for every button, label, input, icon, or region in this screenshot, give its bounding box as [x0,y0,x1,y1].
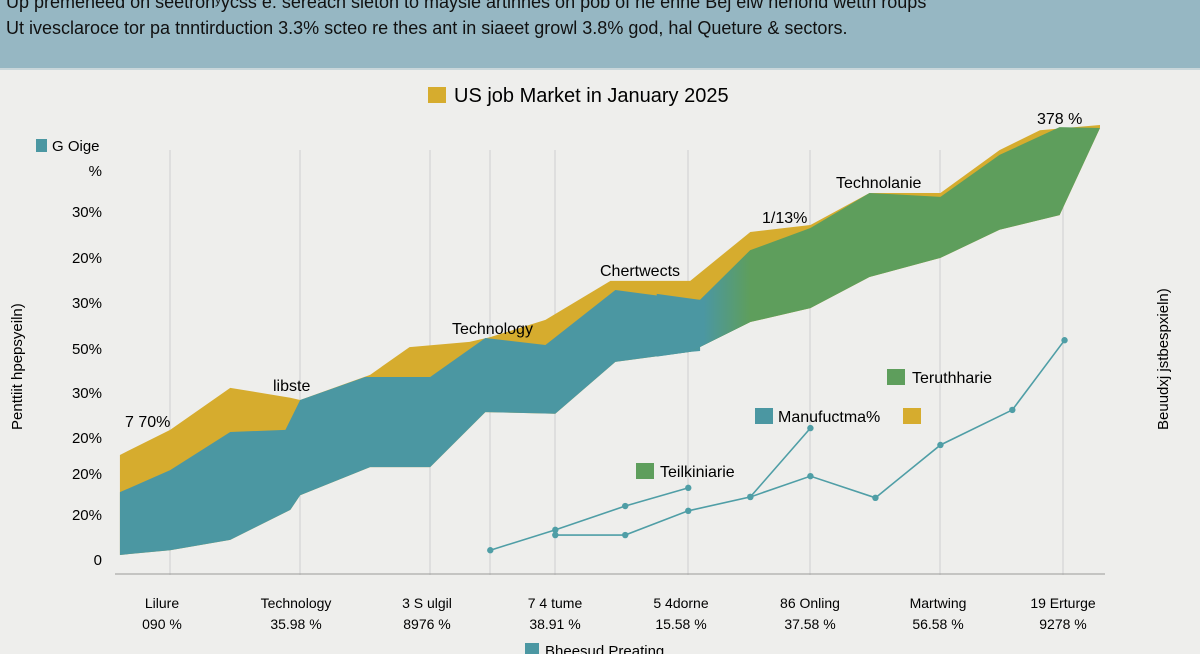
x-category-value: 9278 % [1039,616,1086,632]
x-category-label: Lilure [145,595,179,611]
header-line-2: Ut ivesclaroce tor pa tnntirduction 3.3%… [6,18,848,38]
legend-swatch [525,643,539,654]
annotation: 1/13% [762,210,807,227]
data-point [1061,337,1068,344]
data-point [747,493,754,501]
annotation: Technology [452,321,533,338]
legend-swatch [636,463,654,479]
annotation: Technolanie [836,175,922,192]
annotation: libste [273,378,310,395]
y-axis-label-left: Penttiit hpepsyeiln) [9,303,26,430]
x-category-value: 56.58 % [912,616,963,632]
data-point [807,424,814,432]
legend-label: Teilkiniarie [660,464,735,481]
data-point [1009,406,1016,414]
x-category-label: 5 4dorne [653,595,708,611]
chart-title: US job Market in January 2025 [454,85,729,107]
annotation: 378 % [1037,111,1082,128]
series-line [750,339,1066,499]
data-point [552,526,559,534]
data-point [487,547,494,554]
area-series-green [690,127,1100,352]
legend-swatch [903,408,921,424]
x-category-value: 37.58 % [784,616,835,632]
title-swatch [428,87,446,103]
x-category-label: 7 4 tume [528,595,583,611]
legend-label: Manufuctma% [778,409,880,426]
legend-swatch [755,408,773,424]
data-point [685,484,692,492]
x-category-label: 86 Onling [780,595,840,611]
y-tick-label: 20% [72,507,102,524]
x-category-label: Martwing [910,595,967,611]
header-banner: Up premeneed on seetronʸycss e: sereach … [0,0,1200,70]
x-category-value: 38.91 % [529,616,580,632]
series-line [490,487,689,551]
legend-swatch [887,369,905,385]
legend-swatch [36,139,47,152]
data-point [622,531,629,539]
data-point [807,472,814,480]
x-category-value: 8976 % [403,616,450,632]
y-tick-label: 20% [72,250,102,267]
y-tick-label: 50% [72,341,102,358]
y-tick-label: 30% [72,204,102,221]
x-category-value: 15.58 % [655,616,706,632]
data-point [872,494,879,502]
x-category-label: 3 S ulgil [402,595,452,611]
legend-label: Bheesud Preating [545,643,664,654]
header-line-1: Up premeneed on seetronʸycss e: sereach … [6,0,927,12]
y-tick-label: 30% [72,385,102,402]
x-category-label: Technology [261,595,332,611]
data-point [685,507,692,515]
y-tick-label: 20% [72,466,102,483]
annotation: Chertwects [600,263,680,280]
y-tick-label: 0 [94,552,102,569]
y-tick-label: 20% [72,430,102,447]
x-category-value: 090 % [142,616,182,632]
x-category-label: 19 Erturge [1030,595,1096,611]
y-tick-label: 30% [72,295,102,312]
data-point [937,441,944,449]
area-transition [656,250,751,357]
data-point [622,502,629,510]
legend-label: Teruthharie [912,370,992,387]
legend-label: G Oige [52,138,100,155]
data-point [552,531,559,539]
series-line [555,427,812,536]
y-tick-label: % [89,163,102,180]
area-series-teal [119,289,701,555]
annotation: 7 70% [125,414,170,431]
y-axis-label-right: Beuudxj jstbespxieln) [1155,288,1172,430]
x-category-value: 35.98 % [270,616,321,632]
